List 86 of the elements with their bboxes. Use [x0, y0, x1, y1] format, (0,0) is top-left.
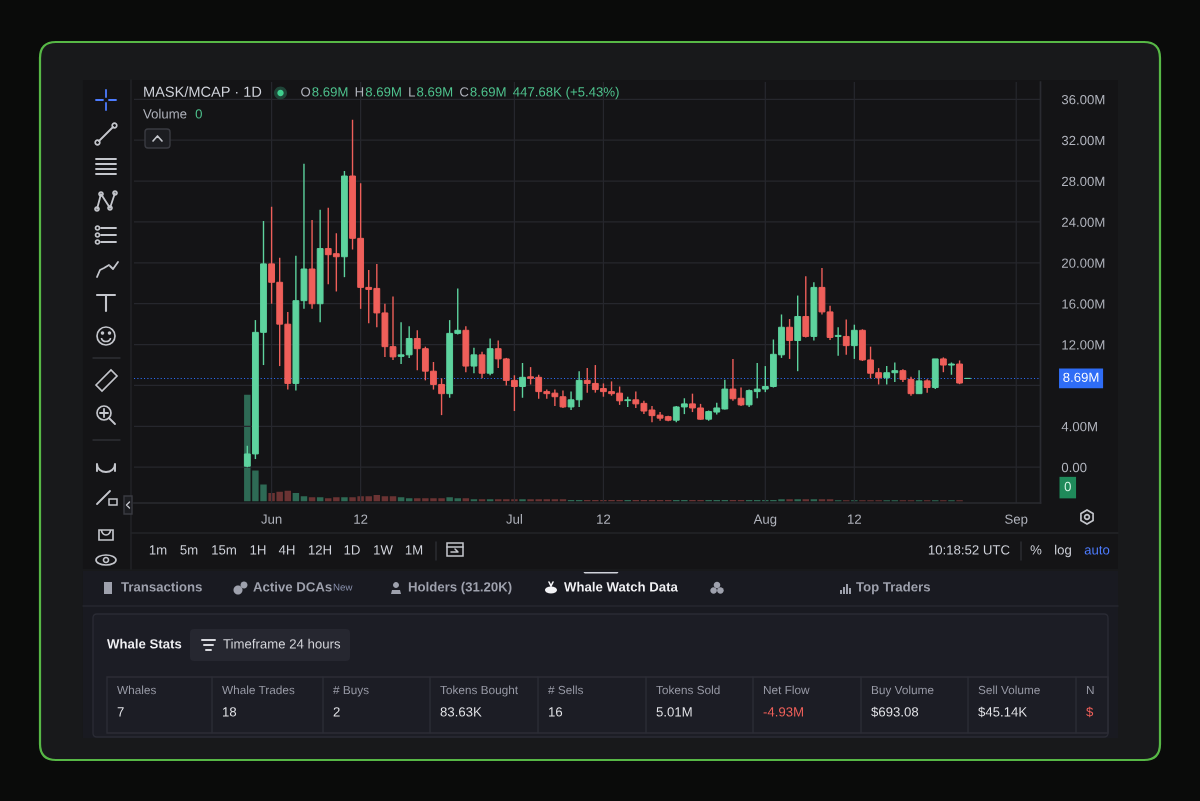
text: # Buys — [333, 685, 369, 697]
annotation: Volume — [143, 108, 187, 119]
x-tick-label: Aug — [753, 514, 777, 527]
text: $45.14K — [978, 706, 1028, 718]
candlestick — [786, 318, 793, 360]
text: N — [1086, 685, 1094, 695]
text: 5.01M — [656, 707, 692, 717]
text: 0 — [1064, 481, 1071, 492]
annotation: 8.69M — [470, 87, 506, 97]
text: log — [1055, 544, 1071, 558]
text: Sell Volume — [978, 685, 1040, 695]
text: Holders (31.20K) — [408, 581, 512, 595]
bar — [341, 497, 348, 502]
text: 2 — [333, 707, 340, 717]
ref-line-label: 8.69M — [1063, 372, 1099, 382]
text: # Sells — [548, 685, 584, 695]
annotation: 8.69M — [312, 87, 348, 97]
annotation: 447.68K (+5.43%) — [513, 86, 619, 100]
annotation: 8.69M — [365, 87, 401, 97]
text: Tokens Bought — [440, 685, 519, 697]
y-tick-label: 28.00M — [1062, 176, 1105, 187]
text: 16 — [549, 707, 563, 717]
bar — [333, 497, 340, 502]
text: 5m — [180, 545, 198, 555]
text: 18 — [223, 707, 237, 717]
text: 1m — [149, 545, 167, 555]
y-tick-label: 24.00M — [1062, 217, 1105, 227]
y-tick-label: 12.00M — [1062, 340, 1105, 350]
candlestick — [519, 362, 526, 399]
y-tick-label: 32.00M — [1061, 135, 1105, 146]
text: New — [333, 583, 353, 591]
text: Whale Watch Data — [564, 581, 678, 592]
y-tick-label: 16.00M — [1062, 299, 1105, 309]
text: Net Flow — [763, 685, 810, 695]
bar — [786, 499, 793, 502]
text: -4.93M — [763, 707, 803, 717]
annotation: H — [355, 87, 364, 97]
text: 12H — [308, 545, 332, 555]
text: auto — [1084, 545, 1110, 555]
text: Whale Stats — [107, 638, 182, 649]
text: 4H — [278, 545, 295, 555]
bar — [794, 499, 801, 502]
text: 7 — [117, 707, 124, 717]
x-tick-label: 12 — [848, 514, 862, 524]
text: 1H — [250, 545, 266, 555]
candlestick — [915, 369, 923, 395]
annotation: C — [460, 87, 469, 97]
text: 1D — [344, 545, 360, 555]
text: Whales — [117, 685, 156, 695]
annotation: L — [409, 87, 416, 97]
candlestick — [834, 326, 842, 357]
candlestick — [842, 318, 850, 356]
text: Tokens Sold — [656, 685, 720, 695]
annotation: 8.69M — [417, 87, 453, 97]
candlestick — [802, 275, 810, 339]
y-tick-label: 36.00M — [1061, 94, 1105, 105]
text: 1W — [374, 545, 393, 555]
text: Active DCAs — [253, 581, 332, 592]
x-tick-label: Sep — [1005, 514, 1028, 527]
candlestick — [850, 323, 858, 360]
text: $ — [1086, 706, 1094, 718]
text: $693.08 — [871, 706, 919, 718]
bar — [446, 497, 453, 502]
text: Whale Trades — [222, 685, 295, 695]
candlestick — [478, 351, 486, 380]
candlestick — [470, 346, 478, 374]
x-tick-label: Jun — [261, 514, 282, 524]
text: Buy Volume — [871, 685, 934, 697]
text: 10:18:52 UTC — [928, 545, 1010, 555]
x-tick-label: 12 — [354, 514, 368, 524]
y-tick-label: 0.00 — [1061, 462, 1087, 473]
annotation: 0 — [195, 109, 202, 119]
x-tick-label: Jul — [506, 514, 522, 524]
y-tick-label: 4.00M — [1061, 421, 1097, 432]
text: 83.63K — [440, 707, 482, 717]
text: 15m — [212, 545, 236, 555]
annotation: O — [301, 87, 311, 97]
text: Transactions — [121, 581, 202, 592]
x-tick-label: 12 — [597, 514, 611, 524]
text: Timeframe 24 hours — [223, 638, 341, 649]
bar — [519, 499, 526, 502]
text: 1M — [405, 545, 423, 555]
chart-title: MASK/MCAP · 1D — [144, 86, 262, 97]
text: Top Traders — [856, 581, 931, 595]
text: % — [1030, 545, 1042, 555]
y-tick-label: 20.00M — [1062, 258, 1105, 268]
